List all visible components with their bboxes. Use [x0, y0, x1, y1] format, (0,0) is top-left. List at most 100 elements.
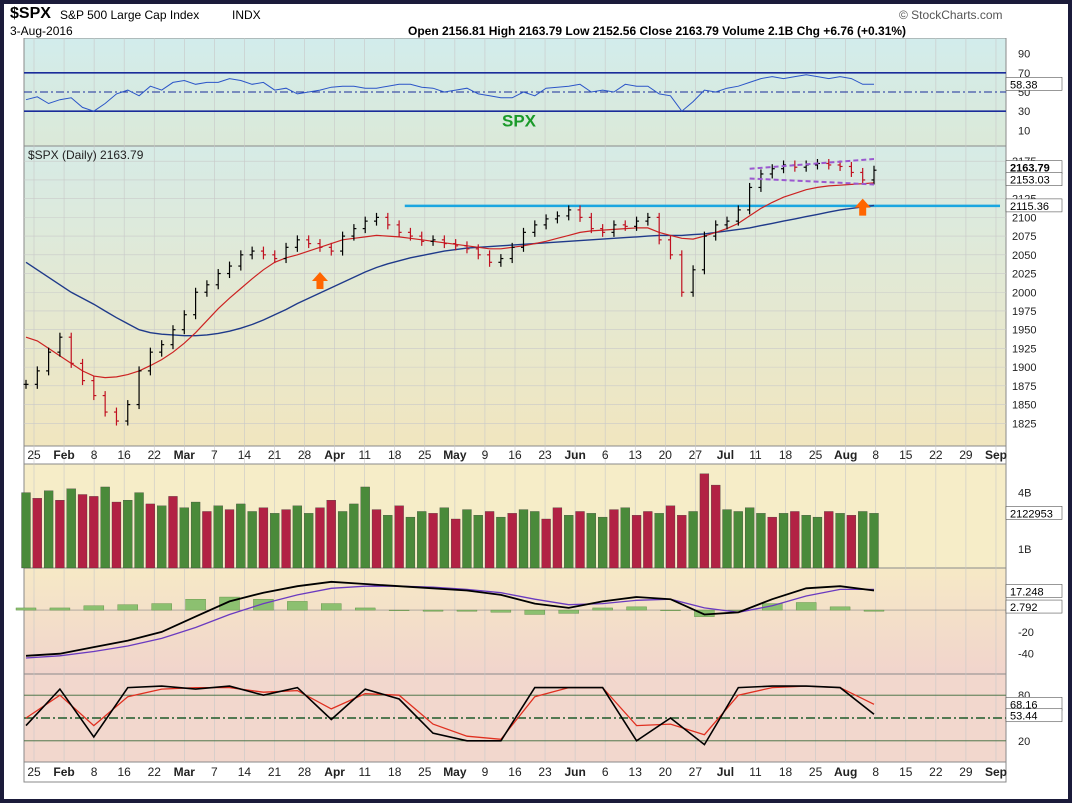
volume-bar [835, 513, 845, 569]
volume-bar [168, 496, 178, 569]
stoch-d-value-label: 53.44 [1010, 711, 1038, 723]
x-tick-label-top: 22 [148, 448, 162, 462]
volume-bar [858, 511, 868, 569]
volume-bar [507, 513, 517, 569]
volume-bar [349, 503, 359, 569]
volume-bar [451, 518, 461, 569]
volume-bar [111, 501, 122, 569]
price-tick-label: 2075 [1012, 231, 1036, 243]
x-tick-label-top: 11 [358, 448, 371, 462]
x-tick-label-bottom: 20 [659, 765, 673, 779]
volume-bar [326, 500, 336, 569]
x-tick-label-top: 27 [689, 448, 703, 462]
x-tick-label-bottom: Jul [717, 765, 734, 779]
x-tick-label-top: 6 [602, 448, 609, 462]
volume-bar [790, 511, 800, 569]
x-tick-label-top: Mar [174, 448, 196, 462]
sma200-value-label-box [1005, 198, 1063, 213]
price-tick-label: 1925 [1012, 343, 1036, 355]
volume-bar [846, 515, 857, 569]
volume-bar [620, 507, 630, 569]
x-tick-label-top: 13 [629, 448, 643, 462]
x-tick-label-bottom: 27 [689, 765, 703, 779]
price-tick-label: 2025 [1012, 269, 1036, 281]
volume-bar [134, 492, 144, 569]
x-tick-label-top: 22 [929, 448, 943, 462]
macd-histogram-bar [490, 609, 512, 613]
macd-tick-label: -40 [1018, 649, 1034, 661]
macd-histogram-bar [422, 609, 444, 612]
volume-bar [564, 515, 574, 569]
rsi-annotation: SPX [502, 111, 537, 130]
volume-bar [66, 488, 76, 569]
volume-bar [778, 513, 789, 569]
x-tick-label-bottom: 25 [418, 765, 432, 779]
x-tick-label-top: Aug [834, 448, 857, 462]
x-tick-label-bottom: 25 [809, 765, 823, 779]
rsi-tick-label: 70 [1018, 68, 1030, 80]
x-tick-label-top: 25 [418, 448, 432, 462]
exchange-label: INDX [232, 8, 261, 22]
volume-bar [123, 500, 133, 569]
x-tick-label-top: 15 [899, 448, 913, 462]
macd-histogram-bar [863, 609, 885, 612]
macd-value-label-box [1005, 584, 1063, 598]
x-tick-label-bottom: 15 [899, 765, 913, 779]
x-tick-label-bottom: 9 [482, 765, 489, 779]
volume-bar [55, 500, 65, 569]
x-tick-label-bottom: 16 [118, 765, 132, 779]
price-close-label: 2163.79 [1010, 163, 1050, 175]
macd-histogram-bar [253, 599, 274, 611]
x-tick-label-bottom: Aug [834, 765, 857, 779]
volume-bar [190, 501, 201, 569]
up-arrow-marker [854, 198, 871, 216]
volume-bar [236, 503, 246, 569]
rsi-tick-label: 90 [1018, 49, 1030, 61]
rsi-tick-label: 10 [1018, 125, 1030, 137]
volume-bar [484, 511, 495, 569]
macd-histogram-bar [49, 607, 71, 611]
volume-bar [224, 509, 235, 569]
x-tick-label-bottom: Apr [324, 765, 345, 779]
x-tick-label-top: 16 [118, 448, 132, 462]
macd-histogram-bar [558, 609, 579, 614]
x-tick-label-bottom: Mar [174, 765, 196, 779]
volume-bar [654, 513, 664, 569]
source-label[interactable]: © StockCharts.com [899, 8, 1003, 22]
volume-bar [439, 507, 449, 569]
volume-bar [643, 511, 653, 569]
volume-bar [292, 505, 302, 569]
stoch-pctk-line [25, 685, 875, 746]
x-tick-label-bottom: 8 [91, 765, 98, 779]
volume-bar [32, 498, 42, 569]
x-tick-label-top: 9 [482, 448, 489, 462]
volume-bar [360, 486, 370, 569]
macd-histogram-bar [592, 607, 613, 611]
volume-bar [711, 484, 721, 569]
volume-bar [89, 496, 99, 569]
x-tick-label-bottom: 22 [929, 765, 943, 779]
volume-bar [213, 505, 223, 569]
price-tick-label: 1950 [1012, 325, 1036, 337]
volume-bar [100, 486, 110, 569]
macd-tick-label: -20 [1018, 627, 1034, 639]
volume-bar [722, 509, 732, 569]
volume-bar [688, 511, 698, 569]
volume-bar [699, 473, 710, 569]
macd-signal-value-label-box [1005, 599, 1063, 614]
volume-bar [383, 515, 393, 569]
x-tick-label-top: 21 [268, 448, 282, 462]
volume-bar [824, 511, 834, 569]
price-tick-label: 2100 [1012, 212, 1036, 224]
x-tick-label-bottom: 18 [779, 765, 793, 779]
x-tick-label-bottom: 21 [268, 765, 282, 779]
x-tick-label-top: 29 [959, 448, 973, 462]
macd-histogram-bar [795, 602, 817, 611]
index-name: S&P 500 Large Cap Index [60, 8, 200, 22]
macd-histogram-bar [15, 607, 37, 611]
chart-canvas: SPX $SPX (Daily) 2163.79 25 25 Feb Feb 8 8 16 1… [15, 38, 1063, 783]
macd-histogram-bar [456, 609, 478, 612]
x-tick-label-top: 25 [27, 448, 41, 462]
stoch-d-value-label-box [1005, 708, 1063, 723]
ohlc-readout: Open 2156.81 High 2163.79 Low 2152.56 Cl… [408, 24, 907, 38]
